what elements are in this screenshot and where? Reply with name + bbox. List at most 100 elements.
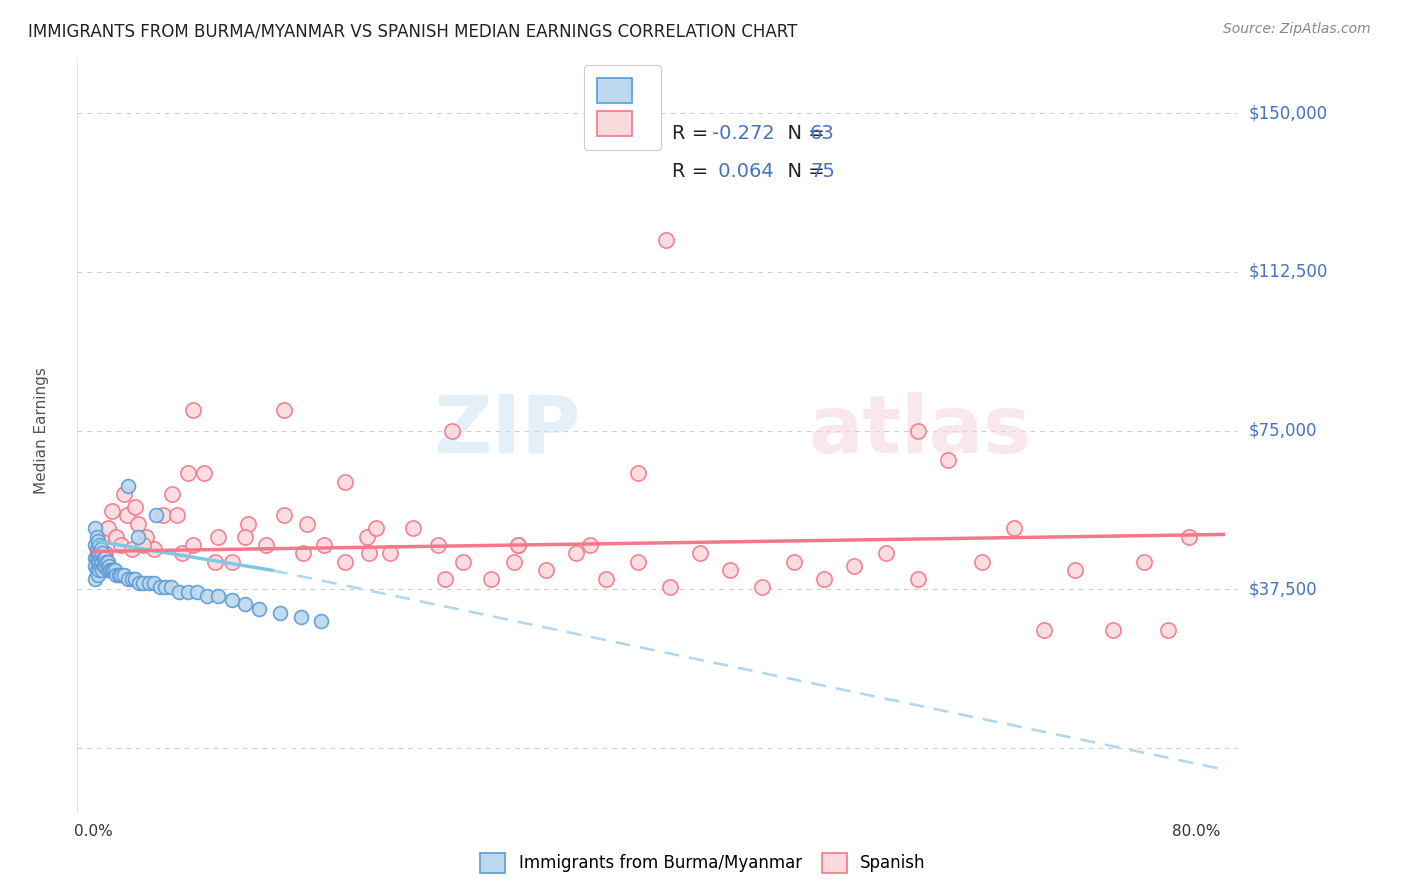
Point <box>121 542 143 557</box>
Point <box>84 572 107 586</box>
Point <box>115 508 138 523</box>
Point <box>844 559 866 574</box>
Point <box>297 516 319 531</box>
Text: 0.064: 0.064 <box>711 161 773 180</box>
Point <box>312 538 335 552</box>
Point <box>718 563 741 577</box>
Point <box>654 233 676 247</box>
Text: -0.272: -0.272 <box>711 124 775 144</box>
Point <box>127 530 149 544</box>
Point <box>132 538 155 552</box>
Point <box>160 580 183 594</box>
Point <box>90 542 112 557</box>
Point <box>181 538 204 552</box>
Point <box>117 572 139 586</box>
Point <box>221 555 243 569</box>
Point <box>87 542 110 557</box>
Point <box>84 521 107 535</box>
Point <box>309 614 332 628</box>
Point <box>89 538 111 552</box>
Point <box>627 466 650 480</box>
Text: 0.0%: 0.0% <box>75 824 114 839</box>
Point <box>135 530 157 544</box>
Point <box>972 555 994 569</box>
Point <box>86 530 108 544</box>
Point <box>138 576 160 591</box>
Point <box>627 555 650 569</box>
Point <box>1063 563 1085 577</box>
Point <box>166 508 188 523</box>
Point <box>207 530 229 544</box>
Point <box>402 521 425 535</box>
Text: $75,000: $75,000 <box>1249 422 1317 440</box>
Point <box>94 547 117 561</box>
Point <box>236 516 259 531</box>
Point <box>107 567 129 582</box>
Point <box>87 533 110 548</box>
Point <box>1102 623 1125 637</box>
Text: 75: 75 <box>810 161 835 180</box>
Point <box>221 593 243 607</box>
Point <box>508 538 530 552</box>
Point <box>89 555 111 569</box>
Point <box>689 547 711 561</box>
Point <box>90 550 112 565</box>
Point <box>235 597 257 611</box>
Point <box>195 589 218 603</box>
Text: N =: N = <box>775 124 831 144</box>
Point <box>97 555 120 569</box>
Point <box>292 547 315 561</box>
Point <box>434 572 457 586</box>
Point <box>94 559 117 574</box>
Point <box>235 530 257 544</box>
Point <box>359 547 381 561</box>
Point <box>89 547 111 561</box>
Point <box>110 567 132 582</box>
Point <box>333 555 356 569</box>
Text: 80.0%: 80.0% <box>1171 824 1220 839</box>
Point <box>273 402 295 417</box>
Point <box>1132 555 1154 569</box>
Point <box>145 508 167 523</box>
Point <box>875 547 897 561</box>
Point <box>104 567 127 582</box>
Point <box>162 487 184 501</box>
Point <box>90 559 112 574</box>
Point <box>169 584 191 599</box>
Point <box>112 567 135 582</box>
Text: $37,500: $37,500 <box>1249 581 1317 599</box>
Point <box>479 572 502 586</box>
Point <box>783 555 806 569</box>
Point <box>170 547 193 561</box>
Point <box>1178 530 1201 544</box>
Point <box>87 555 110 569</box>
Point <box>132 576 155 591</box>
Point <box>1157 623 1180 637</box>
Point <box>112 487 135 501</box>
Point <box>91 563 114 577</box>
Text: R =: R = <box>672 161 714 180</box>
Point <box>94 550 117 565</box>
Point <box>155 580 177 594</box>
Text: Median Earnings: Median Earnings <box>34 368 49 494</box>
Point <box>578 538 600 552</box>
Point <box>124 500 146 514</box>
Point <box>534 563 557 577</box>
Text: $112,500: $112,500 <box>1249 263 1327 281</box>
Point <box>1002 521 1025 535</box>
Legend: Immigrants from Burma/Myanmar, Spanish: Immigrants from Burma/Myanmar, Spanish <box>474 847 932 880</box>
Point <box>366 521 388 535</box>
Point <box>84 559 107 574</box>
Point <box>290 610 312 624</box>
Point <box>269 606 291 620</box>
Point <box>149 580 172 594</box>
Point <box>91 555 114 569</box>
Point <box>93 559 115 574</box>
Point <box>91 547 114 561</box>
Text: atlas: atlas <box>808 392 1032 470</box>
Point <box>427 538 450 552</box>
Point <box>97 563 120 577</box>
Point <box>451 555 474 569</box>
Point <box>128 576 150 591</box>
Point <box>247 601 270 615</box>
